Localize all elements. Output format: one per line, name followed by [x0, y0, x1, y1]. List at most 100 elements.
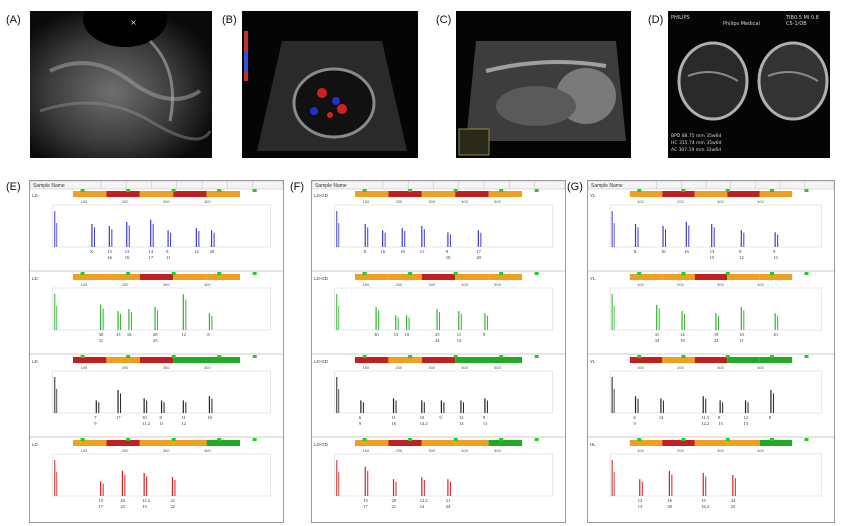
str-track-name: YL — [590, 193, 596, 198]
str-allele-label: 21 — [392, 504, 397, 509]
str-axis-tick: 500 — [494, 199, 501, 204]
str-bin-marker — [252, 189, 257, 192]
str-allele-label: 24 — [731, 498, 736, 503]
str-bin-marker — [725, 438, 730, 441]
str-bin-marker — [126, 355, 131, 358]
str-allele-label: 12.2 — [420, 498, 428, 503]
str-axis-tick: 300 — [428, 448, 435, 453]
str-header-bar — [312, 181, 565, 190]
str-bin-marker — [362, 438, 367, 441]
str-locus-banner — [421, 440, 456, 446]
str-bin-marker — [217, 355, 222, 358]
str-locus-banner — [694, 440, 728, 446]
str-allele-label: 22 — [170, 504, 175, 509]
str-allele-label: 16 — [125, 255, 130, 260]
str-allele-label: 8 — [769, 415, 772, 420]
str-allele-label: 10 — [773, 332, 778, 337]
str-axis-tick: 300 — [428, 199, 435, 204]
str-bin-marker — [499, 272, 504, 275]
str-bin-marker — [681, 189, 686, 192]
str-allele-label: 11 — [160, 421, 164, 426]
str-locus-banner — [388, 191, 422, 197]
str-allele-label: 13 — [710, 249, 715, 254]
str-locus-banner — [727, 274, 760, 280]
str-allele-label: 9 — [634, 421, 637, 426]
str-locus-banner — [662, 191, 695, 197]
str-axis-tick: 400 — [204, 282, 211, 287]
str-allele-label: 9 — [773, 249, 776, 254]
str-allele-label: 16 — [107, 255, 112, 260]
str-allele-label: 20 — [120, 498, 125, 503]
str-locus-banner — [206, 440, 240, 446]
str-allele-label: 16 — [392, 421, 397, 426]
str-axis-tick: 100 — [81, 199, 88, 204]
str-axis-tick: 500 — [494, 448, 501, 453]
str-axis-tick: 200 — [395, 365, 402, 370]
str-track-name: LD — [32, 193, 39, 198]
str-axis-tick: 300 — [717, 448, 724, 453]
str-bin-marker — [534, 438, 539, 441]
str-bin-marker — [534, 355, 539, 358]
str-bin-marker — [126, 438, 131, 441]
str-locus-banner — [388, 440, 422, 446]
str-locus-banner — [73, 440, 107, 446]
str-bin-marker — [637, 355, 642, 358]
str-bin-marker — [171, 355, 176, 358]
str-header-text: Sample Name — [315, 183, 347, 189]
panel-label-b: (B) — [222, 14, 237, 26]
str-allele-label: 17 — [116, 415, 121, 420]
str-allele-label: 31 — [655, 332, 660, 337]
str-locus-banner — [388, 357, 422, 363]
str-locus-banner — [727, 357, 760, 363]
str-axis-tick: 100 — [637, 282, 644, 287]
str-allele-label: 33 — [655, 338, 660, 343]
str-locus-banner — [759, 274, 793, 280]
str-allele-label: 11 — [739, 338, 743, 343]
str-allele-label: 15 — [701, 498, 706, 503]
str-axis-tick: 500 — [494, 365, 501, 370]
str-panel-g: Sample Name YL 100 200 300 400 X 16 16 13 15 8 12 9 13… — [587, 180, 835, 523]
str-panel-e: Sample Name LD 100 200 300 400 X 15 16 13 16 14 17 9 1… — [29, 180, 284, 523]
str-locus-banner — [106, 191, 140, 197]
str-allele-label: 13 — [718, 421, 723, 426]
str-allele-label: 8 — [739, 249, 742, 254]
str-allele-label: 14.2 — [420, 421, 428, 426]
str-axis-tick: 200 — [122, 282, 129, 287]
panel-label-f: (F) — [290, 181, 305, 193]
str-allele-label: 19 — [680, 338, 685, 343]
str-header-text: Sample Name — [33, 183, 65, 189]
str-allele-label: X — [90, 249, 94, 254]
str-bin-marker — [637, 438, 642, 441]
str-locus-banner — [662, 274, 695, 280]
str-locus-banner — [488, 357, 522, 363]
str-axis-tick: 400 — [461, 448, 468, 453]
str-axis-tick: 300 — [717, 199, 724, 204]
str-allele-label: 10 — [142, 415, 147, 420]
str-allele-label: 24 — [446, 504, 451, 509]
ultrasound-image-d: PHILIPS Philips Medical C5-1/OB TIB0.5 M… — [668, 11, 830, 158]
str-allele-label: 20 — [476, 255, 481, 260]
str-track-name: HL — [590, 442, 596, 447]
str-allele-label: 16 — [400, 249, 405, 254]
str-allele-label: 8 — [718, 415, 721, 420]
str-allele-label: 31 — [99, 338, 104, 343]
str-allele-label: 13 — [142, 504, 147, 509]
str-allele-label: 16.2 — [701, 504, 709, 509]
str-locus-banner — [694, 274, 728, 280]
str-allele-label: 13 — [125, 249, 130, 254]
str-axis-tick: 100 — [363, 365, 370, 370]
str-locus-banner — [106, 274, 140, 280]
str-allele-label: 24 — [435, 338, 440, 343]
str-bin-marker — [80, 438, 85, 441]
str-axis-tick: 300 — [717, 365, 724, 370]
str-bin-marker — [499, 438, 504, 441]
str-bin-marker — [725, 272, 730, 275]
str-locus-banner — [694, 191, 728, 197]
panel-label-e: (E) — [6, 181, 21, 193]
str-bin-marker — [217, 189, 222, 192]
str-plot-area — [609, 204, 822, 248]
str-axis-tick: 100 — [81, 448, 88, 453]
str-allele-label: 9 — [94, 421, 97, 426]
